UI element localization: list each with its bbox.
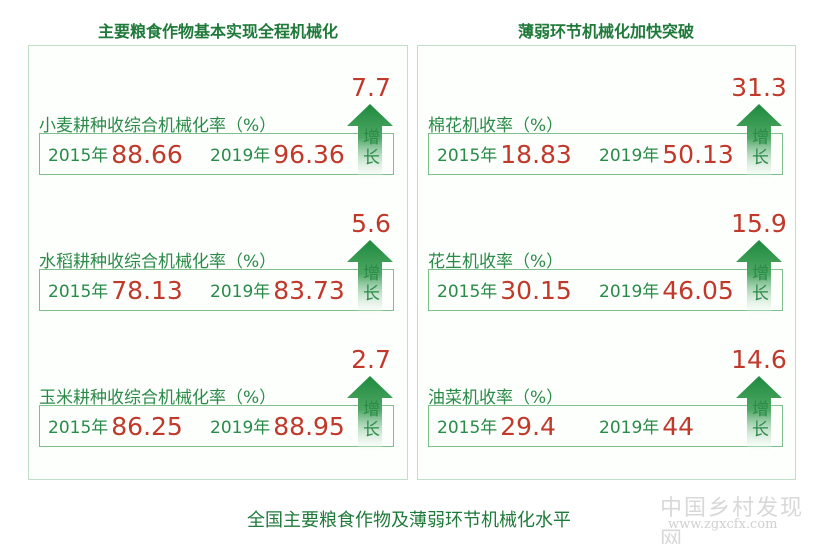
year-label: 2019年: [210, 282, 271, 302]
value-2019: 2019年 46.05: [599, 276, 734, 305]
value-2019: 2019年 50.13: [599, 140, 734, 169]
arrow-text: 增长: [752, 264, 769, 304]
value: 18.83: [500, 140, 572, 169]
arrow-text: 增长: [363, 264, 380, 304]
right-panel-title: 薄弱环节机械化加快突破: [517, 22, 694, 41]
value-2015: 2015年 78.13: [48, 276, 183, 305]
increase-value: 2.7: [351, 345, 391, 374]
value-2015: 2015年 30.15: [437, 276, 572, 305]
year-label: 2019年: [210, 418, 271, 438]
increase-value: 15.9: [731, 209, 787, 238]
right-panel: 31.3 棉花机收率（%） 2015年 18.83 2019年 50.13 增长 1…: [417, 45, 796, 480]
value: 78.13: [111, 276, 183, 305]
value: 29.4: [500, 412, 556, 441]
arrow-text: 增长: [752, 128, 769, 168]
value-2015: 2015年 29.4: [437, 412, 556, 441]
value: 30.15: [500, 276, 572, 305]
metric-item: 2.7 玉米耕种收综合机械化率（%） 2015年 86.25 2019年 88.95…: [29, 345, 407, 465]
metric-item: 14.6 油菜机收率（%） 2015年 29.4 2019年 44 增长: [418, 345, 795, 465]
value: 44: [662, 412, 695, 441]
values-box: 2015年 30.15 2019年 46.05: [428, 269, 783, 311]
value-2019: 2019年 96.36: [210, 140, 345, 169]
values-box: 2015年 29.4 2019年 44: [428, 405, 783, 447]
value-2015: 2015年 88.66: [48, 140, 183, 169]
left-panel-title: 主要粮食作物基本实现全程机械化: [97, 22, 338, 41]
metric-label: 油菜机收率（%）: [428, 388, 564, 408]
values-box: 2015年 18.83 2019年 50.13: [428, 133, 783, 175]
increase-value: 7.7: [351, 73, 391, 102]
up-arrow-icon: 增长: [736, 104, 782, 180]
metric-item: 31.3 棉花机收率（%） 2015年 18.83 2019年 50.13 增长: [418, 73, 795, 193]
increase-value: 31.3: [731, 73, 787, 102]
metric-label: 水稻耕种收综合机械化率（%）: [39, 252, 277, 272]
year-label: 2015年: [48, 146, 109, 166]
arrow-text: 增长: [752, 400, 769, 440]
metric-label: 小麦耕种收综合机械化率（%）: [39, 116, 277, 136]
year-label: 2015年: [48, 418, 109, 438]
value-2019: 2019年 44: [599, 412, 694, 441]
arrow-text: 增长: [363, 400, 380, 440]
year-label: 2015年: [48, 282, 109, 302]
value-2015: 2015年 86.25: [48, 412, 183, 441]
year-label: 2015年: [437, 282, 498, 302]
year-label: 2015年: [437, 418, 498, 438]
arrow-text: 增长: [363, 128, 380, 168]
value-2019: 2019年 88.95: [210, 412, 345, 441]
year-label: 2019年: [210, 146, 271, 166]
watermark-logo: 中国乡村发现网: [660, 496, 805, 544]
value: 46.05: [662, 276, 734, 305]
up-arrow-icon: 增长: [736, 240, 782, 316]
metric-item: 15.9 花生机收率（%） 2015年 30.15 2019年 46.05 增长: [418, 209, 795, 329]
metric-label: 玉米耕种收综合机械化率（%）: [39, 388, 277, 408]
increase-value: 14.6: [731, 345, 787, 374]
metric-label: 棉花机收率（%）: [428, 116, 564, 136]
metric-label: 花生机收率（%）: [428, 252, 564, 272]
caption: 全国主要粮食作物及薄弱环节机械化水平: [247, 510, 571, 531]
metric-item: 7.7 小麦耕种收综合机械化率（%） 2015年 88.66 2019年 96.36…: [29, 73, 407, 193]
year-label: 2019年: [599, 418, 660, 438]
value: 83.73: [273, 276, 345, 305]
value: 96.36: [273, 140, 345, 169]
metric-item: 5.6 水稻耕种收综合机械化率（%） 2015年 78.13 2019年 83.73…: [29, 209, 407, 329]
up-arrow-icon: 增长: [736, 376, 782, 452]
up-arrow-icon: 增长: [347, 240, 393, 316]
value: 86.25: [111, 412, 183, 441]
values-box: 2015年 88.66 2019年 96.36: [39, 133, 394, 175]
watermark-url: www.zgxcfx.com: [668, 517, 778, 532]
up-arrow-icon: 增长: [347, 104, 393, 180]
values-box: 2015年 78.13 2019年 83.73: [39, 269, 394, 311]
year-label: 2019年: [599, 146, 660, 166]
values-box: 2015年 86.25 2019年 88.95: [39, 405, 394, 447]
value: 50.13: [662, 140, 734, 169]
value-2015: 2015年 18.83: [437, 140, 572, 169]
year-label: 2015年: [437, 146, 498, 166]
increase-value: 5.6: [351, 209, 391, 238]
value-2019: 2019年 83.73: [210, 276, 345, 305]
value: 88.95: [273, 412, 345, 441]
year-label: 2019年: [599, 282, 660, 302]
left-panel: 7.7 小麦耕种收综合机械化率（%） 2015年 88.66 2019年 96.36…: [28, 45, 408, 480]
value: 88.66: [111, 140, 183, 169]
up-arrow-icon: 增长: [347, 376, 393, 452]
